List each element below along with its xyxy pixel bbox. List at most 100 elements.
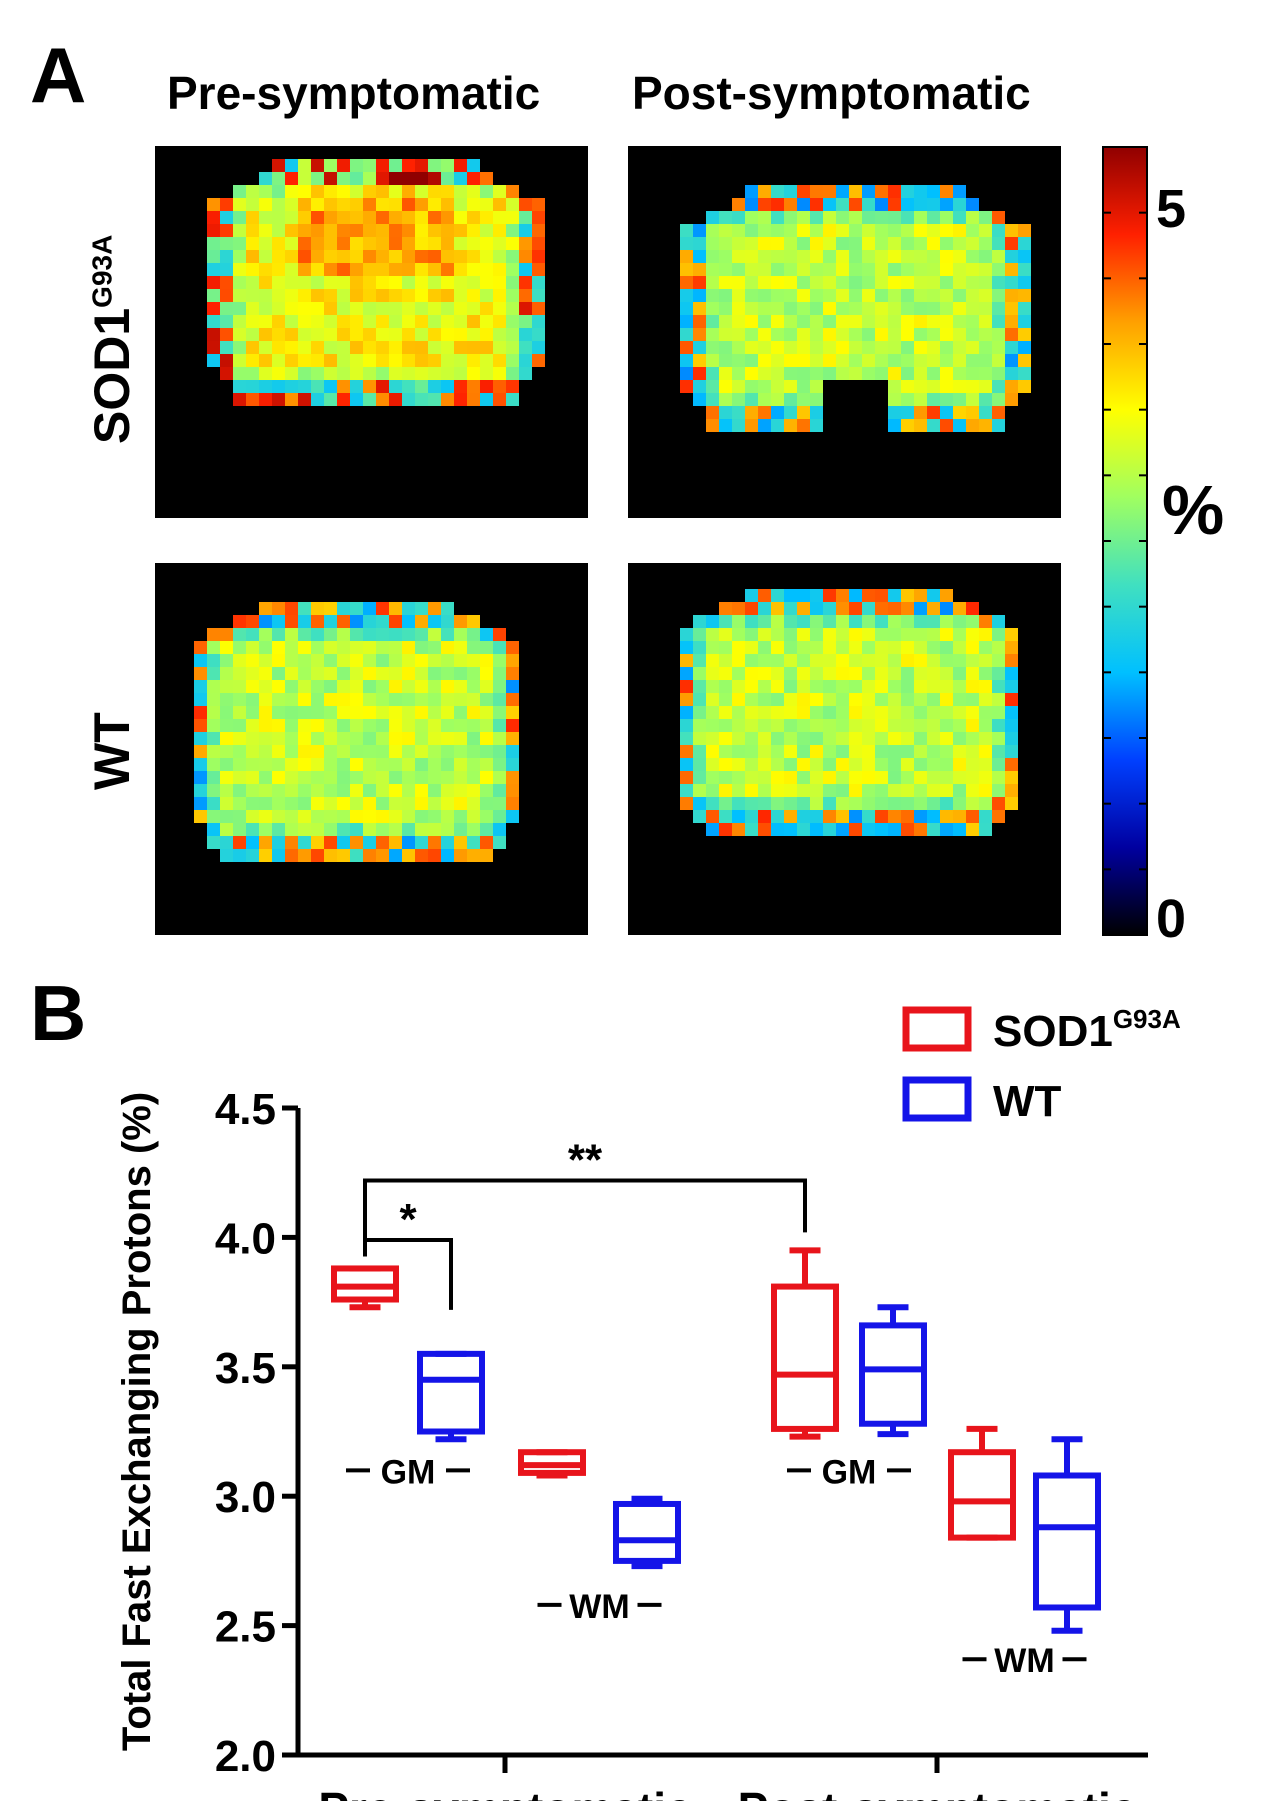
heatmap-pixel (745, 263, 758, 276)
heatmap-pixel (680, 641, 693, 654)
heatmap-pixel (1005, 263, 1018, 276)
heatmap-pixel (272, 719, 285, 732)
heatmap-pixel (493, 641, 506, 654)
heatmap-pixel (719, 602, 732, 615)
heatmap-pixel (311, 680, 324, 693)
heatmap-pixel (914, 667, 927, 680)
heatmap-pixel (914, 758, 927, 771)
heatmap-pixel (207, 211, 220, 224)
heatmap-pixel (823, 745, 836, 758)
heatmap-pixel (337, 745, 350, 758)
heatmap-pixel (246, 706, 259, 719)
heatmap-pixel (324, 758, 337, 771)
heatmap-pixel (454, 315, 467, 328)
heatmap-pixel (784, 367, 797, 380)
heatmap-pixel (758, 706, 771, 719)
heatmap-pixel (272, 615, 285, 628)
heatmap-pixel (337, 354, 350, 367)
heatmap-pixel (771, 302, 784, 315)
heatmap-pixel (428, 198, 441, 211)
heatmap-pixel (363, 367, 376, 380)
y-tick-label: 4.5 (215, 1085, 276, 1134)
heatmap-pixel (350, 641, 363, 654)
heatmap-pixel (467, 393, 480, 406)
heatmap-pixel (992, 289, 1005, 302)
heatmap-pixel (207, 706, 220, 719)
heatmap-pixel (454, 693, 467, 706)
heatmap-pixel (246, 289, 259, 302)
heatmap-pixel (519, 198, 532, 211)
heatmap-pixel (376, 849, 389, 862)
heatmap-pixel (311, 263, 324, 276)
heatmap-pixel (428, 224, 441, 237)
heatmap-pixel (888, 810, 901, 823)
heatmap-pixel (363, 615, 376, 628)
heatmap-pixel (402, 328, 415, 341)
heatmap-pixel (927, 797, 940, 810)
heatmap-pixel (680, 797, 693, 810)
heatmap-pixel (953, 615, 966, 628)
heatmap-pixel (888, 680, 901, 693)
heatmap-pixel (428, 654, 441, 667)
heatmap-pixel (784, 823, 797, 836)
heatmap-pixel (914, 367, 927, 380)
heatmap-pixel (298, 380, 311, 393)
heatmap-pixel (220, 732, 233, 745)
heatmap-pixel (992, 367, 1005, 380)
heatmap-pixel (1005, 758, 1018, 771)
heatmap-pixel (337, 693, 350, 706)
heatmap-pixel (311, 745, 324, 758)
heatmap-pixel (311, 602, 324, 615)
heatmap-pixel (376, 719, 389, 732)
heatmap-pixel (901, 393, 914, 406)
heatmap-pixel (363, 771, 376, 784)
heatmap-pixel (311, 758, 324, 771)
heatmap-pixel (680, 354, 693, 367)
heatmap-pixel (862, 367, 875, 380)
heatmap-pixel (389, 380, 402, 393)
heatmap-pixel (246, 667, 259, 680)
heatmap-pixel (272, 641, 285, 654)
heatmap-pixel (428, 302, 441, 315)
heatmap-pixel (493, 328, 506, 341)
heatmap-pixel (467, 367, 480, 380)
heatmap-pixel (376, 641, 389, 654)
heatmap-pixel (298, 354, 311, 367)
heatmap-pixel (480, 172, 493, 185)
heatmap-pixel (966, 406, 979, 419)
heatmap-pixel (706, 315, 719, 328)
heatmap-pixel (311, 354, 324, 367)
heatmap-pixel (480, 367, 493, 380)
heatmap-pixel (233, 667, 246, 680)
heatmap-pixel (363, 602, 376, 615)
heatmap-pixel (953, 237, 966, 250)
heatmap-pixel (298, 706, 311, 719)
heatmap-pixel (324, 302, 337, 315)
heatmap-pixel (823, 185, 836, 198)
heatmap-pixel (311, 810, 324, 823)
heatmap-pixel (376, 211, 389, 224)
heatmap-pixel (680, 693, 693, 706)
heatmap-pixel (428, 706, 441, 719)
heatmap-pixel (246, 849, 259, 862)
heatmap-pixel (272, 211, 285, 224)
heatmap-pixel (298, 758, 311, 771)
heatmap-pixel (350, 185, 363, 198)
heatmap-pixel (888, 393, 901, 406)
heatmap-pixel (680, 328, 693, 341)
heatmap-pixel (810, 654, 823, 667)
heatmap-pixel (298, 641, 311, 654)
heatmap-pixel (402, 693, 415, 706)
heatmap-pixel (441, 641, 454, 654)
x-tick-label: Post-symptomatic (738, 1783, 1137, 1801)
heatmap-pixel (927, 198, 940, 211)
heatmap-pixel (467, 276, 480, 289)
heatmap-pixel (259, 380, 272, 393)
heatmap-pixel (415, 172, 428, 185)
heatmap-sod1-post (628, 146, 1061, 518)
heatmap-pixel (337, 185, 350, 198)
heatmap-pixel (784, 302, 797, 315)
heatmap-pixel (797, 719, 810, 732)
heatmap-pixel (823, 771, 836, 784)
heatmap-pixel (454, 758, 467, 771)
